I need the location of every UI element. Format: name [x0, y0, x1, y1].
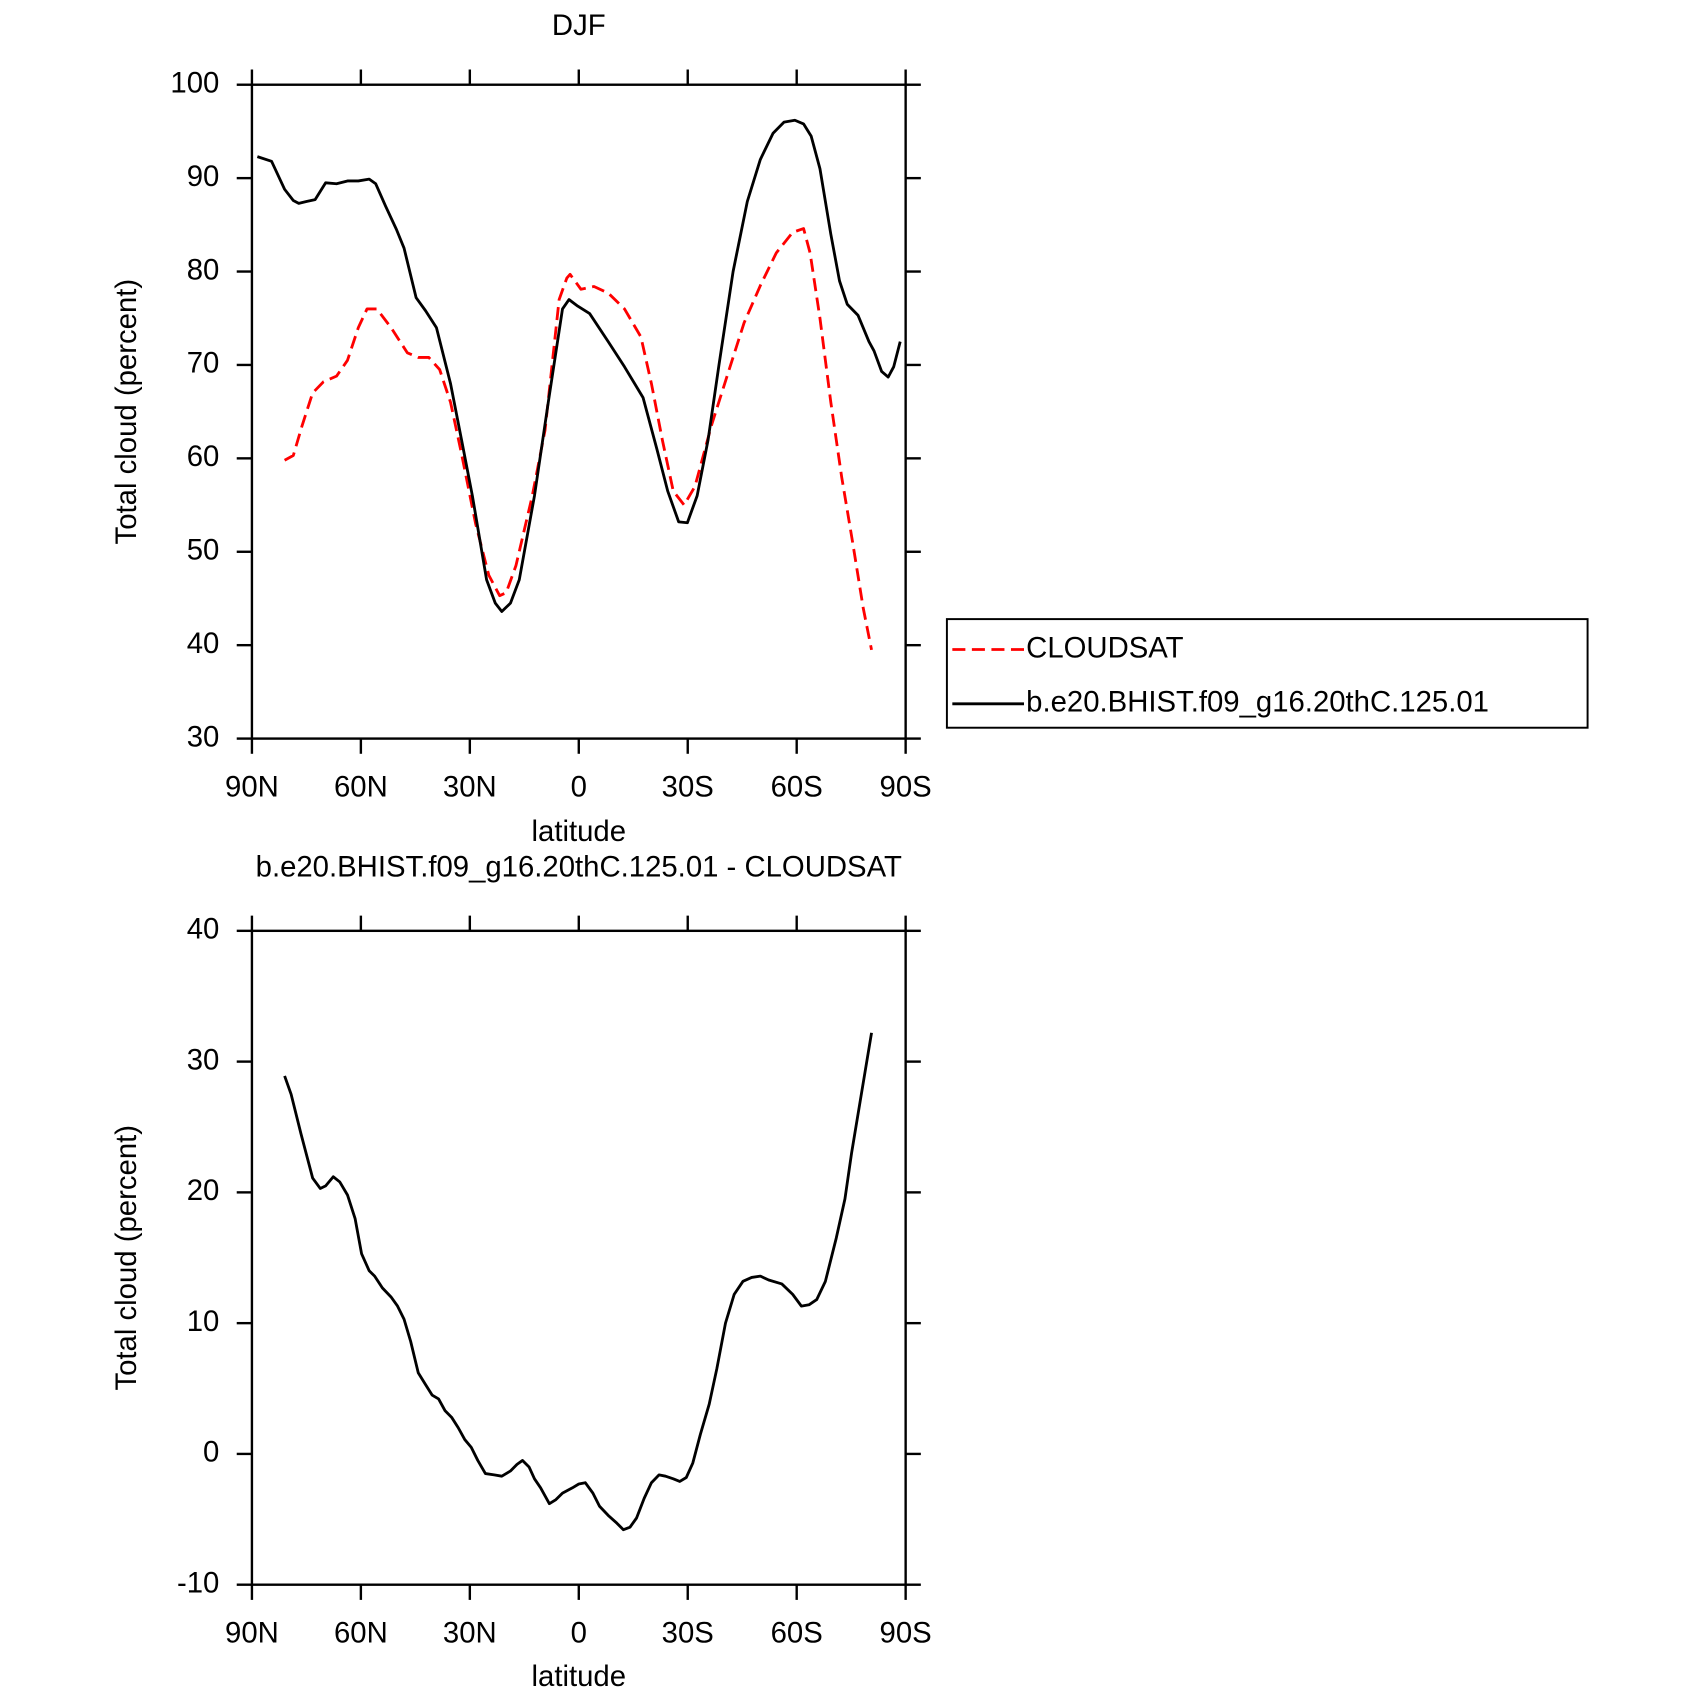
y-tick-label: 10	[187, 1305, 220, 1338]
x-tick-label: 60N	[334, 770, 388, 803]
y-tick-label: 80	[187, 253, 220, 286]
legend-label: CLOUDSAT	[1026, 631, 1184, 664]
plot-frame	[250, 929, 907, 1586]
y-tick-label: 40	[187, 627, 220, 660]
series-line	[283, 227, 873, 651]
chart-title: b.e20.BHIST.f09_g16.20thC.125.01 - CLOUD…	[256, 851, 902, 884]
y-tick-label: 40	[187, 913, 220, 946]
y-tick-label: 50	[187, 534, 220, 567]
y-axis-label: Total cloud (percent)	[110, 1125, 143, 1391]
x-axis-label: latitude	[532, 815, 627, 848]
series-line	[256, 118, 902, 613]
legend-box	[945, 618, 1589, 729]
y-tick-label: 30	[187, 720, 220, 753]
y-tick-label: -10	[177, 1566, 219, 1599]
x-tick-label: 0	[571, 770, 587, 803]
legend-label: b.e20.BHIST.f09_g16.20thC.125.01	[1026, 686, 1489, 719]
x-tick-label: 90N	[225, 1616, 279, 1649]
x-tick-label: 30N	[443, 770, 497, 803]
y-axis-label: Total cloud (percent)	[110, 279, 143, 545]
x-tick-label: 90S	[880, 770, 932, 803]
y-tick-label: 0	[203, 1436, 219, 1469]
x-tick-label: 60S	[771, 1616, 823, 1649]
y-tick-label: 100	[170, 66, 219, 99]
y-tick-label: 30	[187, 1043, 220, 1076]
x-tick-label: 60S	[771, 770, 823, 803]
x-tick-label: 0	[571, 1616, 587, 1649]
x-tick-label: 90S	[880, 1616, 932, 1649]
series-line	[283, 1032, 873, 1532]
x-tick-label: 90N	[225, 770, 279, 803]
y-tick-label: 70	[187, 347, 220, 380]
chart-title: DJF	[552, 9, 606, 42]
x-tick-label: 60N	[334, 1616, 388, 1649]
y-tick-label: 60	[187, 440, 220, 473]
x-tick-label: 30S	[662, 1616, 714, 1649]
x-axis-label: latitude	[532, 1660, 627, 1693]
x-tick-label: 30N	[443, 1616, 497, 1649]
x-tick-label: 30S	[662, 770, 714, 803]
y-tick-label: 20	[187, 1174, 220, 1207]
y-tick-label: 90	[187, 160, 220, 193]
plot-frame	[250, 83, 907, 740]
